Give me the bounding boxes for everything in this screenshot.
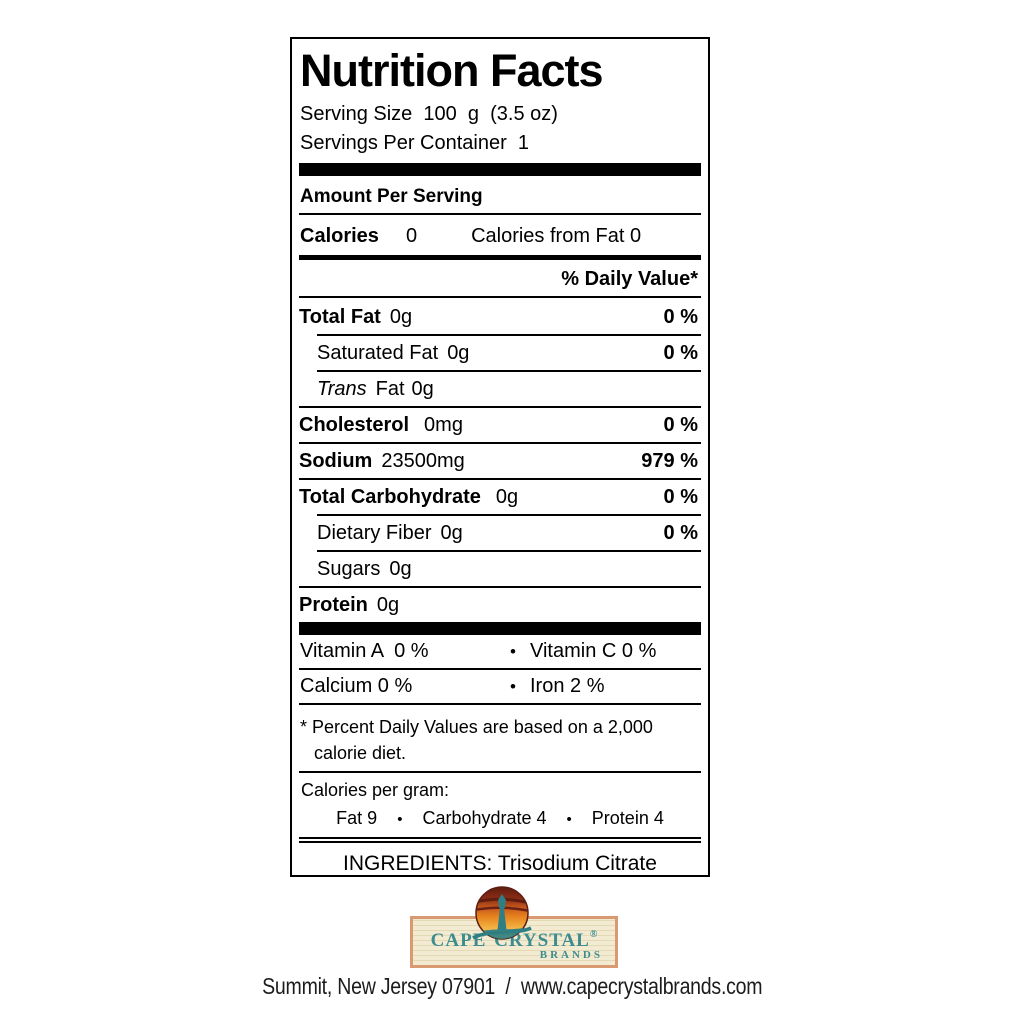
nutrient-name: Cholesterol: [299, 413, 410, 436]
footnote-line-1: * Percent Daily Values are based on a 2,…: [300, 717, 653, 737]
daily-value-footnote: * Percent Daily Values are based on a 2,…: [299, 705, 701, 773]
nutrient-row-trans-fat: Trans Fat 0g: [299, 370, 701, 406]
carbohydrate-per-gram: Carbohydrate 4: [422, 808, 547, 828]
nutrient-name: Total Carbohydrate: [299, 485, 481, 508]
nutrient-name-italic: Trans: [317, 377, 367, 400]
thick-separator-bar-top: [299, 163, 701, 176]
calories-per-gram-values: Fat 9 • Carbohydrate 4 • Protein 4: [299, 808, 701, 829]
footnote-line-2: calorie diet.: [314, 743, 407, 763]
nutrient-row-dietary-fiber: Dietary Fiber 0g 0 %: [299, 514, 701, 550]
bullet-icon: •: [510, 641, 516, 661]
address-footer: Summit, New Jersey 07901 / www.capecryst…: [0, 973, 1024, 1000]
nutrient-amount: 0mg: [424, 413, 463, 436]
nutrient-amount: 0g: [440, 521, 463, 544]
fat-per-gram: Fat 9: [336, 808, 378, 828]
label-title: Nutrition Facts: [300, 45, 604, 96]
nutrient-name: Saturated Fat: [317, 341, 439, 364]
daily-value-header: % Daily Value*: [299, 260, 701, 298]
nutrient-name: Dietary Fiber: [317, 521, 432, 544]
vitamin-c-value: Vitamin C 0 %: [530, 640, 657, 662]
nutrient-row-total-carbohydrate: Total Carbohydrate 0g 0 %: [299, 478, 701, 514]
vitamin-row-1: Vitamin A 0 % • Vitamin C 0 %: [299, 635, 701, 670]
nutrient-row-total-fat: Total Fat 0g 0 %: [299, 298, 701, 334]
thick-separator-bar-bottom: [299, 622, 701, 635]
calories-per-gram-section: Calories per gram: Fat 9 • Carbohydrate …: [299, 773, 701, 839]
nutrient-dv: 0 %: [663, 521, 698, 544]
protein-per-gram: Protein 4: [591, 808, 664, 828]
servings-per-container-line: Servings Per Container 1: [300, 132, 530, 154]
cape-crystal-brands-logo: Cape Crystal® Brands: [398, 886, 630, 972]
calories-from-fat: Calories from Fat 0: [471, 225, 642, 247]
nutrient-name: Total Fat: [299, 305, 381, 328]
nutrient-name: Fat: [375, 377, 405, 400]
ingredients-statement: INGREDIENTS: Trisodium Citrate: [299, 841, 701, 875]
nutrient-amount: 23500mg: [381, 449, 465, 472]
nutrient-dv: 0 %: [663, 485, 698, 508]
bullet-icon: •: [566, 811, 572, 828]
calcium-value: Calcium 0 %: [300, 675, 413, 697]
nutrient-amount: 0g: [495, 485, 519, 508]
nutrient-amount: 0g: [411, 377, 434, 400]
amount-per-serving-heading: Amount Per Serving: [299, 176, 701, 215]
address-line: Summit, New Jersey 07901 / www.capecryst…: [261, 973, 763, 999]
registered-trademark-icon: ®: [589, 929, 598, 940]
sunset-lighthouse-icon: [472, 886, 532, 940]
nutrient-dv: 0 %: [663, 341, 698, 364]
calories-label: Calories: [300, 225, 379, 247]
brand-subname: Brands: [539, 946, 603, 962]
nutrient-name: Sodium: [299, 449, 373, 472]
vitamin-row-2: Calcium 0 % • Iron 2 %: [299, 670, 701, 705]
nutrient-row-sugars: Sugars 0g: [299, 550, 701, 586]
nutrient-amount: 0g: [376, 593, 400, 616]
nutrient-name: Sugars: [317, 557, 381, 580]
nutrition-facts-label: Nutrition Facts Serving Size 100 g (3.5 …: [290, 37, 710, 877]
nutrient-row-cholesterol: Cholesterol 0mg 0 %: [299, 406, 701, 442]
calories-value: 0: [405, 225, 418, 247]
vitamin-a-value: Vitamin A 0 %: [300, 640, 429, 662]
nutrient-row-saturated-fat: Saturated Fat 0g 0 %: [299, 334, 701, 370]
calories-per-gram-heading: Calories per gram:: [301, 780, 450, 800]
nutrient-row-sodium: Sodium 23500mg 979 %: [299, 442, 701, 478]
bullet-icon: •: [510, 676, 516, 696]
serving-size-line: Serving Size 100 g (3.5 oz): [300, 103, 558, 125]
nutrient-dv: 0 %: [663, 413, 698, 436]
nutrient-amount: 0g: [389, 305, 413, 328]
calories-row: Calories 0 Calories from Fat 0: [299, 215, 701, 260]
bullet-icon: •: [397, 811, 403, 828]
nutrient-amount: 0g: [447, 341, 470, 364]
nutrient-name: Protein: [299, 593, 368, 616]
nutrient-amount: 0g: [389, 557, 412, 580]
nutrient-dv: 0 %: [663, 305, 698, 328]
nutrient-row-protein: Protein 0g: [299, 586, 701, 622]
iron-value: Iron 2 %: [530, 675, 605, 697]
nutrient-dv: 979 %: [641, 449, 698, 472]
